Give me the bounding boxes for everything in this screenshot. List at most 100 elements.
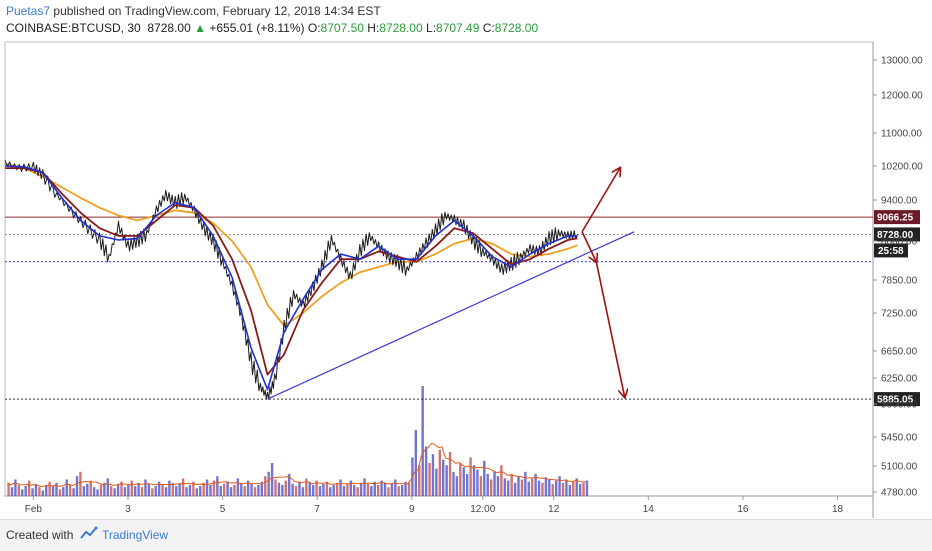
volume-bar (500, 465, 503, 496)
volume-bar (329, 487, 332, 496)
x-tick-label: 9 (409, 504, 415, 515)
volume-bar (133, 486, 137, 496)
created-with-text: Created with (6, 528, 74, 542)
volume-bar (199, 486, 202, 496)
countdown-label: 25:58 (878, 246, 904, 257)
volume-bar (318, 486, 322, 496)
volume-bar (397, 486, 400, 496)
countdown-tag (874, 243, 908, 258)
volume-bar (178, 483, 181, 496)
y-tick-label: 12000.00 (881, 91, 923, 102)
volume-bar (86, 483, 89, 496)
volume-bar (250, 483, 253, 496)
time-axis[interactable]: Feb 3 5 7 9 12:00 12 14 16 18 (25, 496, 844, 515)
volume-bar (79, 471, 82, 496)
volume-bar (192, 481, 195, 496)
volume-bar (253, 487, 257, 496)
volume-bar (390, 483, 394, 496)
volume-bar (366, 483, 370, 496)
volume-bar (301, 487, 305, 496)
volume-bar (65, 479, 68, 496)
volume-bar (311, 485, 315, 496)
volume-bar (531, 478, 534, 496)
volume-bar (418, 465, 421, 496)
tradingview-logo-icon[interactable] (80, 526, 98, 542)
volume-bar (10, 487, 14, 496)
volume-bar (315, 480, 318, 496)
volume-bar (62, 487, 65, 496)
low-price-tag (874, 392, 920, 407)
volume-bar (21, 489, 24, 496)
volume-bar (380, 480, 383, 496)
tradingview-link[interactable]: TradingView (102, 528, 169, 542)
volume-bar (568, 485, 572, 496)
price-chart[interactable]: 9066.25 8728.00 25:58 5885.05 4780.00 5100.0… (0, 0, 932, 519)
volume-bar (161, 485, 164, 496)
volume-bar (472, 465, 476, 496)
y-tick-label: 8600.00 (881, 237, 918, 248)
volume-bar (510, 474, 513, 496)
x-tick-label: 3 (125, 504, 131, 515)
volume-bar (359, 482, 363, 496)
volume-bar (503, 478, 507, 496)
volume-bar (144, 479, 147, 496)
volume-bar (41, 490, 44, 496)
volume-bar (99, 485, 103, 496)
volume-bar (442, 459, 445, 496)
volume-bar (103, 482, 106, 496)
volume-bar (469, 457, 472, 496)
volume-bar (527, 481, 530, 496)
price-axis[interactable]: 4780.00 5100.00 5450.00 5800.00 6250.00 6650.… (873, 56, 923, 499)
volume-bar (387, 487, 390, 496)
open-value: 8707.50 (320, 21, 364, 35)
volume-bar (27, 480, 31, 496)
volume-bar (541, 482, 544, 496)
volume-bar (349, 480, 353, 496)
high-label: H: (367, 21, 380, 35)
volume-bar (544, 477, 548, 496)
volume-bar (75, 476, 79, 496)
volume-bar (465, 474, 469, 496)
volume-bar (202, 482, 205, 496)
y-tick-label: 5800.00 (881, 400, 918, 411)
volume-bar (127, 485, 130, 496)
published-text: published on TradingView.com, February 1… (53, 4, 381, 18)
volume-bar (534, 474, 537, 496)
volume-bar (51, 486, 55, 496)
fast-ma-line (4, 165, 578, 391)
volume-bar (55, 482, 58, 496)
volume-bar (72, 488, 75, 496)
volume-bar (524, 471, 527, 496)
volume-bar (548, 479, 551, 496)
volume-bar (459, 463, 462, 496)
volume-bar (236, 478, 240, 496)
volume-bar (486, 474, 489, 496)
volume-bar (356, 487, 359, 496)
volume-bar (89, 480, 92, 496)
volume-bar (445, 465, 448, 496)
publish-line: Puetas7 published on TradingView.com, Fe… (6, 4, 381, 18)
volume-bar (476, 469, 479, 496)
x-tick-label: 12:00 (470, 504, 495, 515)
y-tick-label: 4780.00 (881, 488, 918, 499)
plot-border (4, 41, 874, 497)
volume-bar (222, 483, 226, 496)
volume-bar (489, 479, 493, 496)
volume-bar (106, 478, 110, 496)
volume-bar (520, 479, 524, 496)
volume-bar (305, 478, 308, 496)
slow-ma-line (4, 163, 578, 327)
volume-bar (168, 480, 171, 496)
volume-bar (325, 481, 329, 496)
volume-bars (7, 386, 589, 496)
volume-bar (14, 479, 17, 496)
volume-bar (452, 471, 455, 496)
volume-bar (229, 487, 233, 496)
x-tick-label: 12 (548, 504, 560, 515)
volume-bar (558, 476, 561, 496)
y-tick-label: 6250.00 (881, 374, 918, 385)
volume-bar (551, 483, 554, 496)
volume-bar (572, 481, 575, 496)
author-link[interactable]: Puetas7 (6, 4, 51, 18)
volume-bar (332, 485, 335, 496)
